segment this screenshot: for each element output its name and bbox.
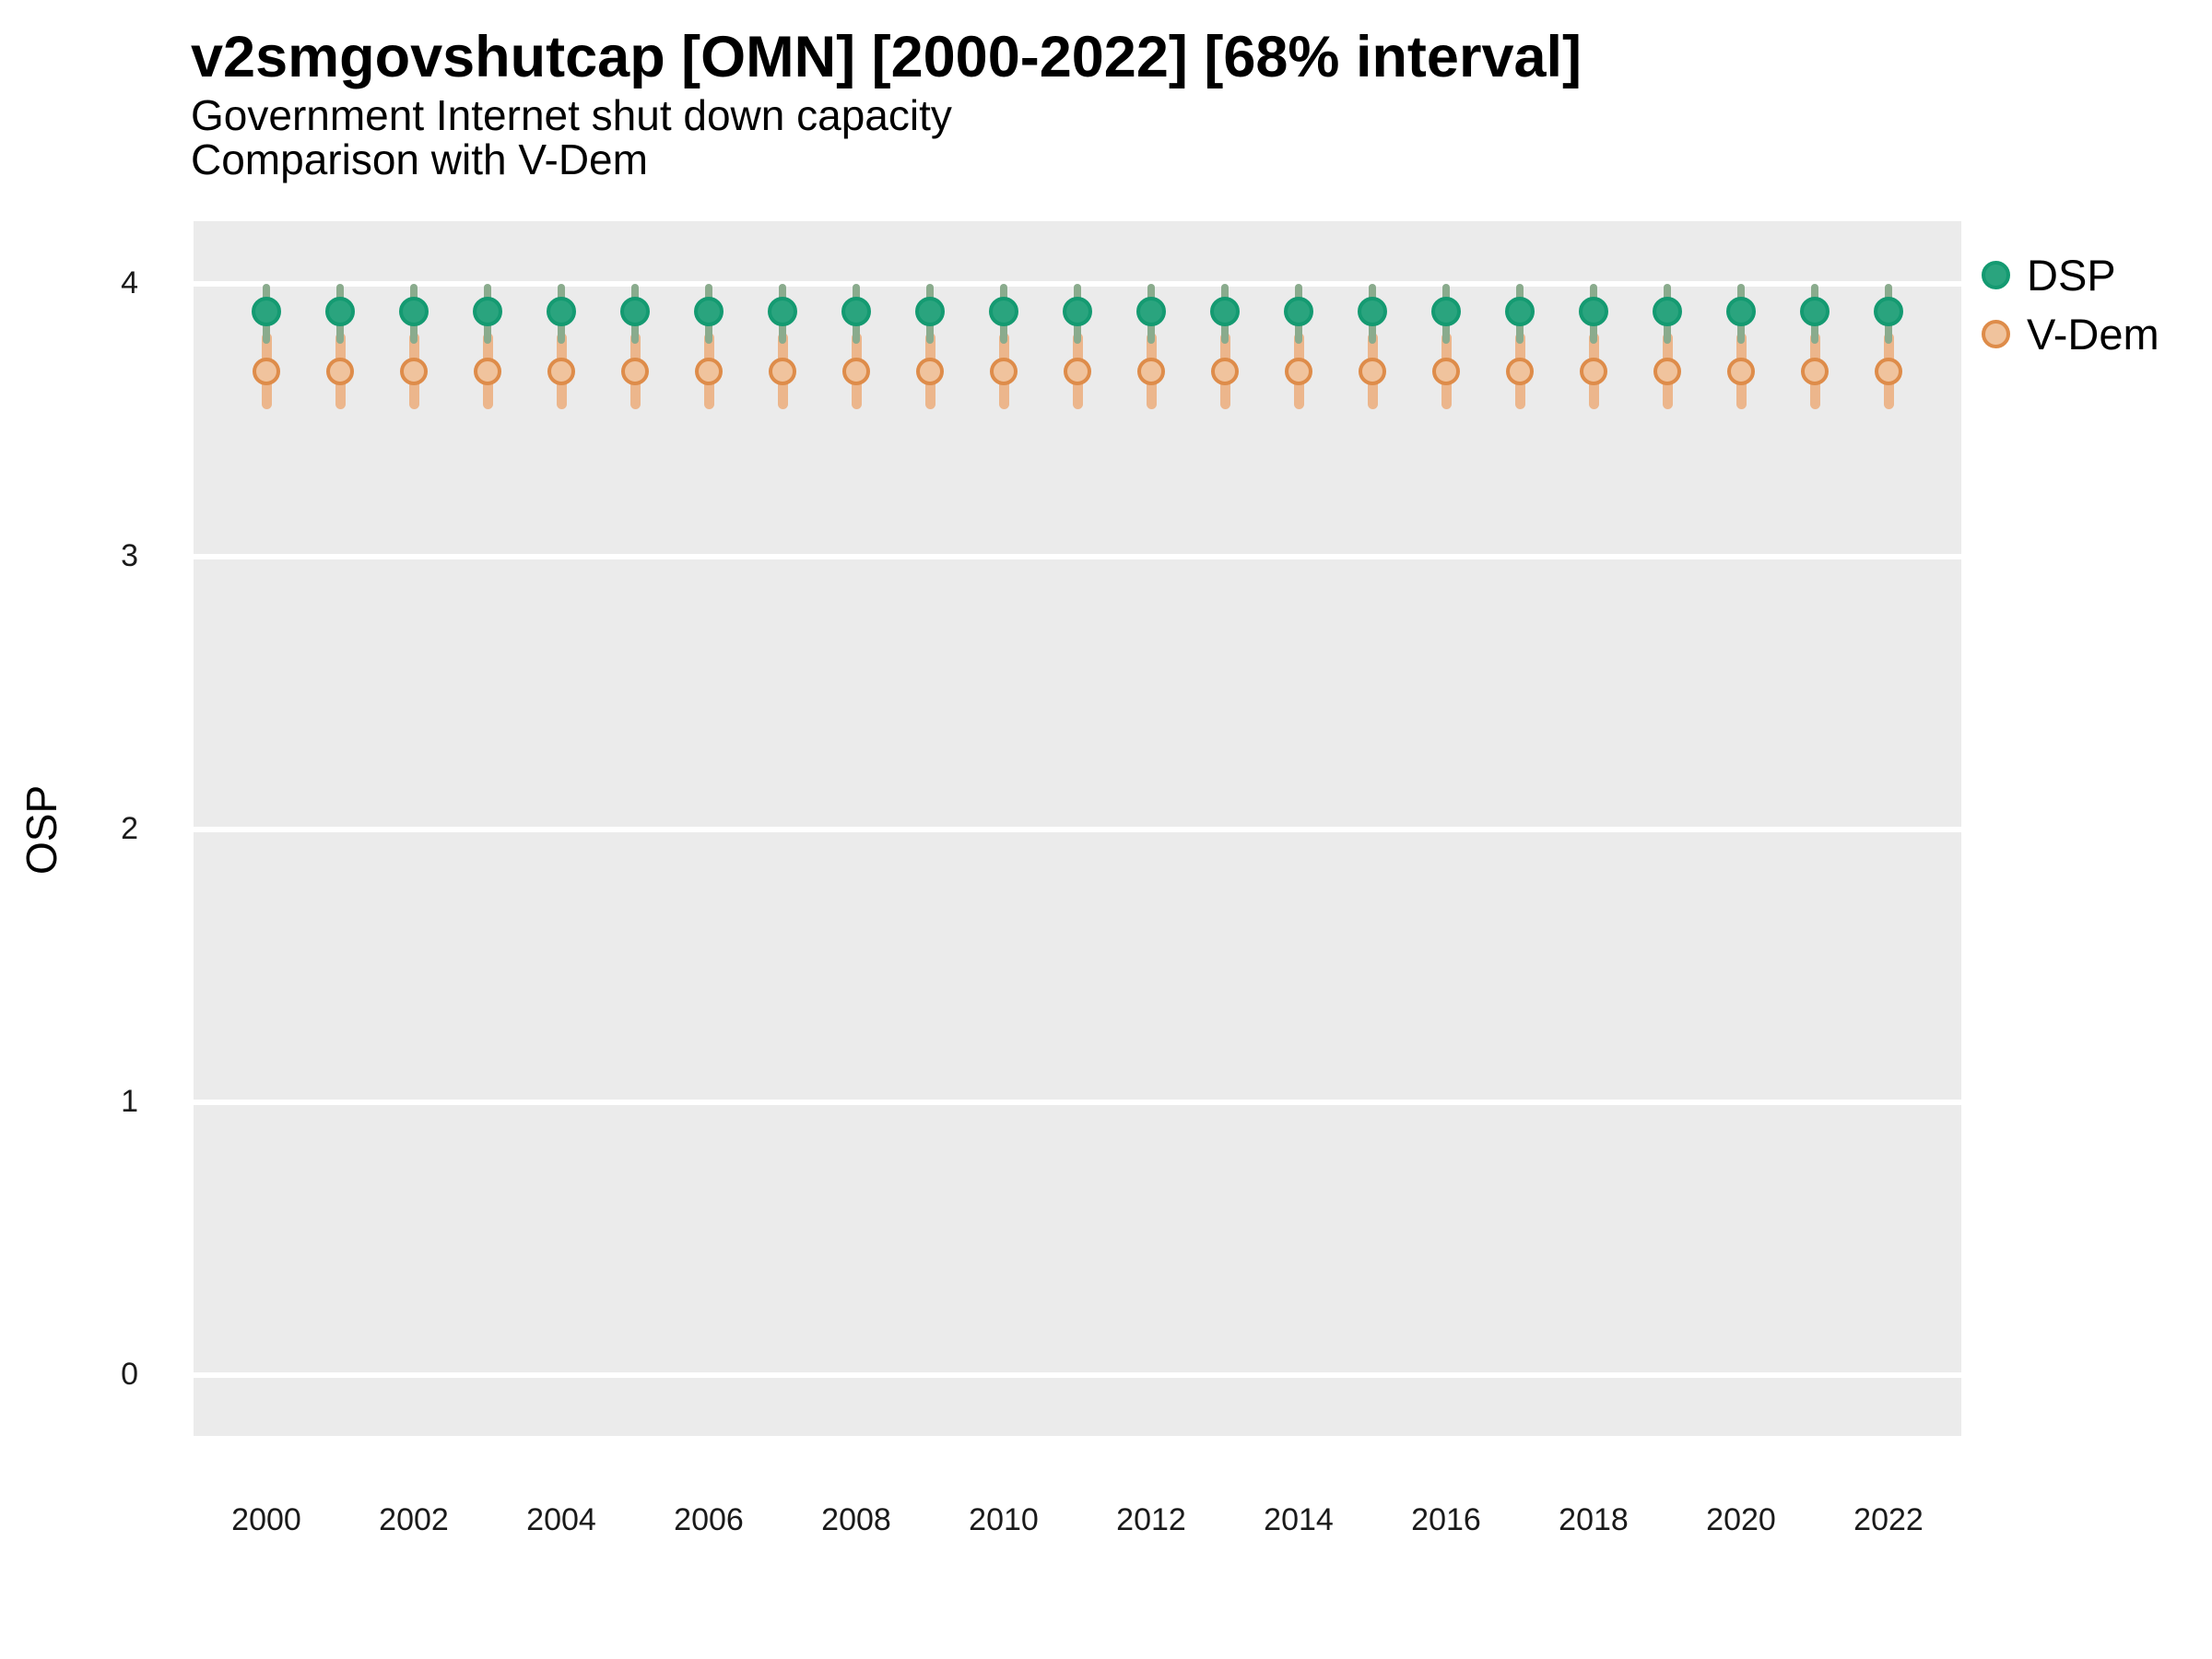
vdem-point	[1285, 357, 1312, 385]
dsp-point	[1653, 296, 1682, 326]
chart-subtitle: Government Internet shut down capacity	[191, 91, 952, 139]
vdem-point	[1801, 357, 1829, 385]
y-tick-label: 0	[121, 1357, 138, 1392]
dsp-point	[325, 296, 355, 326]
gridline-y-3	[194, 554, 1961, 559]
y-tick-label: 2	[121, 811, 138, 846]
dsp-point	[989, 296, 1018, 326]
x-tick-label: 2012	[1116, 1502, 1186, 1537]
dsp-point	[1284, 296, 1313, 326]
vdem-point	[1580, 357, 1607, 385]
dsp-point	[1505, 296, 1535, 326]
dsp-point	[399, 296, 429, 326]
vdem-point	[253, 357, 280, 385]
chart-subtitle-2: Comparison with V-Dem	[191, 135, 648, 183]
vdem-point	[1211, 357, 1239, 385]
dsp-point	[1579, 296, 1608, 326]
x-tick-label: 2018	[1559, 1502, 1629, 1537]
legend-item-vdem: V-Dem	[1982, 304, 2159, 363]
x-tick-label: 2000	[231, 1502, 301, 1537]
vdem-point	[1064, 357, 1091, 385]
dsp-point	[473, 296, 502, 326]
dsp-point	[768, 296, 797, 326]
x-tick-label: 2006	[674, 1502, 744, 1537]
vdem-point	[916, 357, 944, 385]
legend-item-dsp: DSP	[1982, 245, 2159, 304]
dsp-point	[547, 296, 576, 326]
vdem-point	[1875, 357, 1902, 385]
dsp-point	[1726, 296, 1756, 326]
dsp-point	[1210, 296, 1240, 326]
vdem-point	[326, 357, 354, 385]
legend-label-dsp: DSP	[2027, 250, 2116, 300]
vdem-point	[474, 357, 501, 385]
dsp-point	[1358, 296, 1387, 326]
x-tick-label: 2016	[1411, 1502, 1481, 1537]
legend-label-vdem: V-Dem	[2027, 309, 2159, 359]
dsp-legend-swatch-icon	[1982, 260, 2010, 289]
vdem-point	[842, 357, 870, 385]
plot-panel	[194, 221, 1961, 1436]
vdem-point	[769, 357, 796, 385]
x-tick-label: 2010	[969, 1502, 1039, 1537]
y-tick-label: 4	[121, 265, 138, 300]
vdem-point	[1432, 357, 1460, 385]
x-tick-label: 2004	[526, 1502, 596, 1537]
vdem-point	[990, 357, 1018, 385]
vdem-legend-swatch-icon	[1982, 319, 2010, 348]
dsp-point	[1800, 296, 1830, 326]
vdem-point	[1137, 357, 1165, 385]
y-tick-label: 3	[121, 538, 138, 573]
dsp-point	[1431, 296, 1461, 326]
x-tick-label: 2022	[1853, 1502, 1924, 1537]
dsp-point	[694, 296, 724, 326]
vdem-point	[547, 357, 575, 385]
vdem-point	[1653, 357, 1681, 385]
vdem-point	[1727, 357, 1755, 385]
gridline-y-2	[194, 827, 1961, 832]
vdem-point	[1359, 357, 1386, 385]
dsp-point	[915, 296, 945, 326]
dsp-point	[620, 296, 650, 326]
legend: DSP V-Dem	[1982, 245, 2159, 363]
chart-title: v2smgovshutcap [OMN] [2000-2022] [68% in…	[191, 25, 1583, 89]
y-tick-label: 1	[121, 1084, 138, 1119]
x-tick-label: 2014	[1264, 1502, 1334, 1537]
x-tick-label: 2008	[821, 1502, 891, 1537]
dsp-point	[1874, 296, 1903, 326]
dsp-point	[252, 296, 281, 326]
gridline-y-0	[194, 1372, 1961, 1378]
vdem-point	[1506, 357, 1534, 385]
x-tick-label: 2020	[1706, 1502, 1776, 1537]
vdem-point	[695, 357, 723, 385]
dsp-point	[1063, 296, 1092, 326]
vdem-point	[400, 357, 428, 385]
gridline-y-1	[194, 1100, 1961, 1105]
x-tick-label: 2002	[379, 1502, 449, 1537]
dsp-point	[1136, 296, 1166, 326]
vdem-point	[621, 357, 649, 385]
dsp-point	[841, 296, 871, 326]
